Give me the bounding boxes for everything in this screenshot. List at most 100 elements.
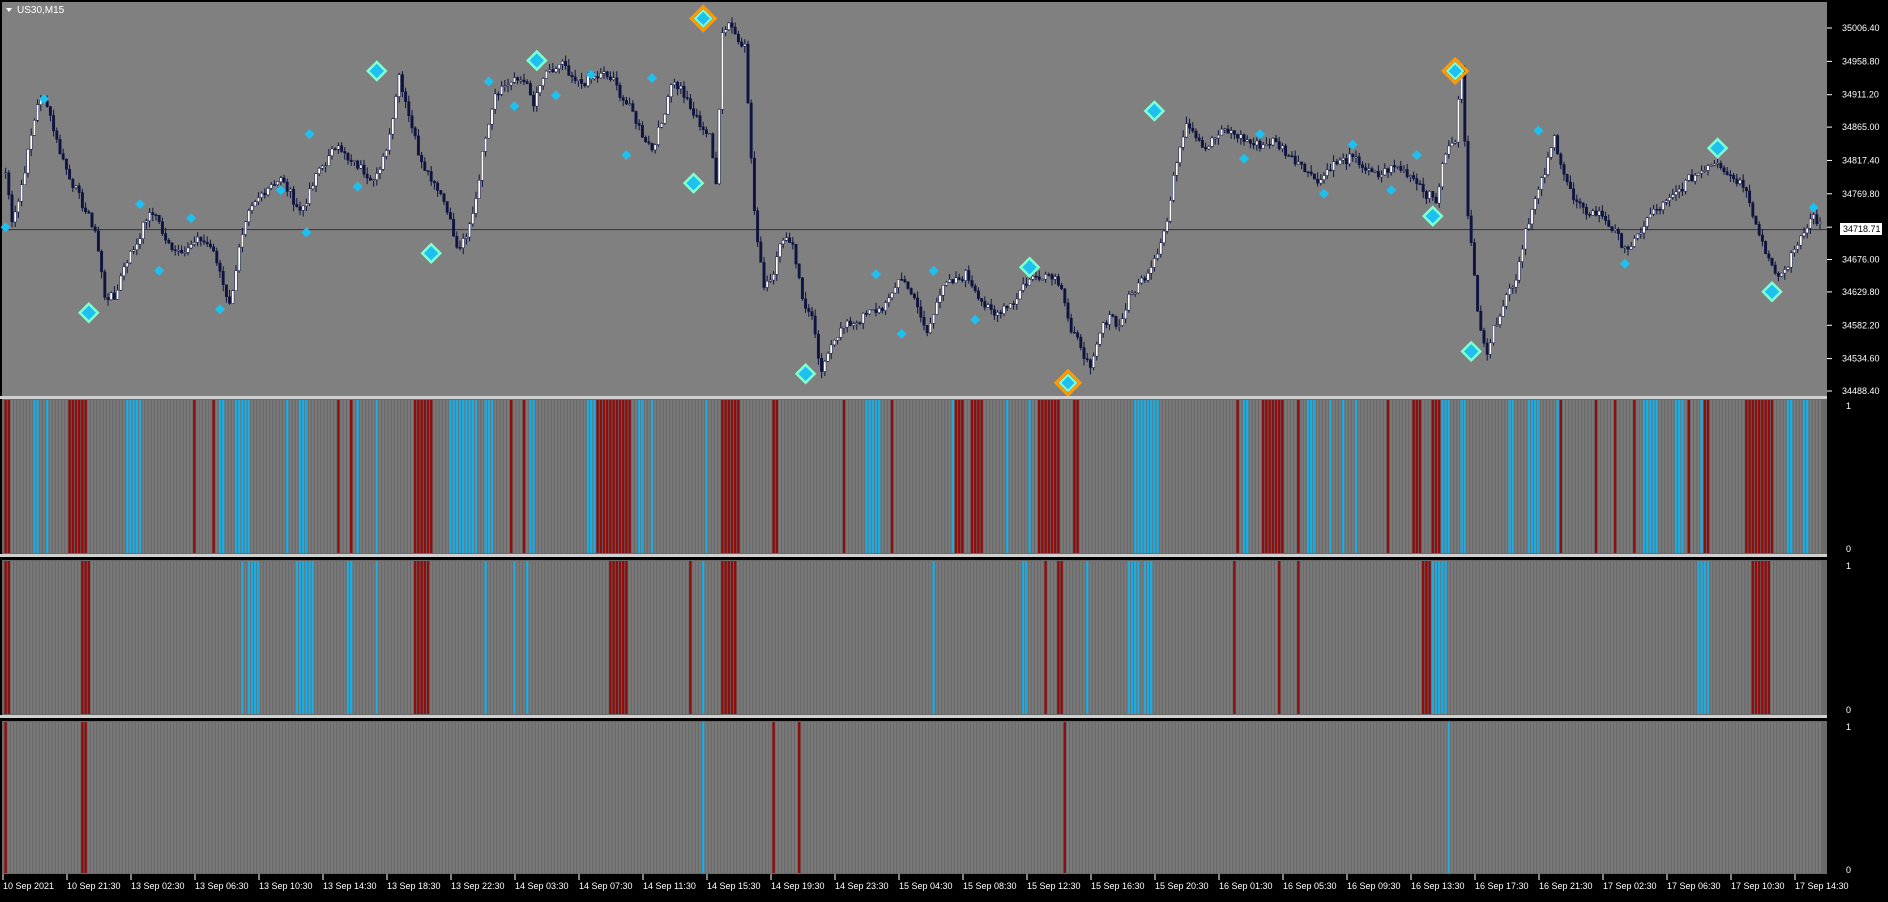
candle-body (1284, 145, 1288, 156)
indicator-bar-red (420, 400, 423, 553)
candle-body (346, 152, 350, 161)
candle-body (1293, 155, 1297, 165)
signal-diamond-small (647, 73, 657, 84)
indicator-bar-blue (468, 400, 471, 553)
indicator-neutral-bar (971, 722, 973, 873)
indicator-neutral-bar (881, 400, 884, 553)
candle-body (1447, 145, 1451, 155)
candle-body (1556, 135, 1560, 155)
indicator-neutral-bar (993, 561, 996, 714)
signal-diamond-small (1411, 150, 1422, 161)
indicator-neutral-bar (1271, 561, 1274, 714)
indicator-neutral-bar (302, 722, 305, 873)
candle-body (218, 262, 222, 272)
time-axis[interactable]: 10 Sep 2021 10 Sep 21:30 13 Sep 02:30 13 Se… (2, 874, 1849, 891)
indicator-bar-red (1278, 561, 1281, 714)
indicator-neutral-bar (916, 561, 919, 714)
candle-body (928, 323, 932, 333)
indicator-neutral-bar (228, 722, 231, 873)
indicator-neutral-bar (1809, 561, 1812, 714)
indicator-neutral-bar (785, 400, 788, 553)
candle-body (381, 156, 385, 170)
indicator-bar-red (625, 400, 628, 553)
indicator-neutral-bar (1476, 400, 1479, 553)
indicator-neutral-bar (206, 561, 209, 714)
indicator-neutral-bar (558, 400, 561, 553)
signal-diamond-small (275, 185, 286, 196)
candle-body (36, 104, 40, 121)
indicator-neutral-bar (151, 400, 154, 553)
candle-body (93, 226, 97, 232)
indicator-bar-blue (1329, 400, 1332, 553)
candle-body (1767, 253, 1771, 259)
indicator-neutral-bar (503, 722, 506, 873)
indicator-neutral-bar (1003, 722, 1005, 873)
indicator-neutral-bar (743, 722, 746, 873)
candle-body (784, 237, 788, 241)
indicator-neutral-bar (1572, 722, 1575, 873)
indicator-neutral-bar (1662, 561, 1665, 714)
indicator-bar-blue (1441, 561, 1444, 714)
triangle-down-icon[interactable] (6, 8, 12, 12)
candle-body (439, 190, 443, 195)
candle-body (55, 130, 59, 140)
indicator-neutral-bar (907, 400, 909, 553)
indicator-neutral-bar (43, 400, 45, 553)
indicator-neutral-bar (564, 400, 567, 553)
indicator-neutral-bar (887, 722, 890, 873)
indicator-neutral-bar (660, 400, 663, 553)
indicator-neutral-bar (939, 400, 941, 553)
indicator-neutral-bar (763, 561, 765, 714)
indicator-neutral-bar (436, 722, 439, 873)
indicator-neutral-bar (1460, 561, 1463, 714)
candle-body (413, 127, 417, 137)
indicator-bar-blue (1642, 400, 1646, 553)
indicator-bar-red (4, 400, 7, 553)
indicator-neutral-bar (433, 722, 436, 873)
candle-body (1156, 253, 1160, 259)
indicator-neutral-bar (1300, 400, 1303, 553)
indicator-neutral-bar (289, 400, 292, 553)
candle-body (253, 201, 257, 207)
candle-body (807, 308, 811, 312)
indicator-neutral-bar (804, 722, 807, 873)
indicator-bar-red (622, 400, 625, 553)
candle-body (400, 74, 404, 92)
indicator-neutral-bar (686, 400, 689, 553)
indicator-neutral-bar (1294, 400, 1297, 553)
indicator-neutral-bar (1249, 561, 1252, 714)
indicator-bar-blue (305, 400, 308, 553)
candle-body (964, 270, 968, 281)
pane-separator (0, 396, 1827, 399)
main-price-pane[interactable] (2, 2, 1827, 396)
indicator-neutral-bar (619, 722, 621, 873)
indicator-bar-red (337, 400, 340, 553)
candle-body (308, 188, 312, 204)
indicator-neutral-bar (475, 561, 477, 714)
candle-body (314, 173, 318, 187)
indicator-bar-blue (1140, 400, 1143, 553)
indicator-bar-blue (1527, 400, 1530, 553)
indicator-neutral-bar (903, 722, 906, 873)
indicator-3-scale-bottom: 0 (1846, 865, 1851, 875)
price-axis[interactable]: 35006.4034958.8034911.2034865.0034817.40… (1827, 23, 1880, 396)
candle-body (999, 312, 1003, 314)
indicator-neutral-bar (1060, 400, 1063, 553)
indicator-neutral-bar (1316, 561, 1319, 714)
indicator-neutral-bar (791, 561, 794, 714)
indicator-neutral-bar (491, 722, 493, 873)
indicator-neutral-bar (1089, 722, 1092, 873)
indicator-bar-blue (638, 400, 641, 553)
indicator-neutral-bar (1217, 561, 1220, 714)
indicator-neutral-bar (177, 561, 180, 714)
indicator-neutral-bar (692, 561, 695, 714)
indicator-neutral-bar (807, 400, 810, 553)
indicator-neutral-bar (1700, 722, 1703, 873)
indicator-neutral-bar (839, 400, 842, 553)
indicator-neutral-bar (14, 561, 17, 714)
indicator-neutral-bar (1787, 561, 1789, 714)
indicator-neutral-bar (1527, 722, 1530, 873)
current-price-tag: 34718.71 (1840, 223, 1882, 235)
